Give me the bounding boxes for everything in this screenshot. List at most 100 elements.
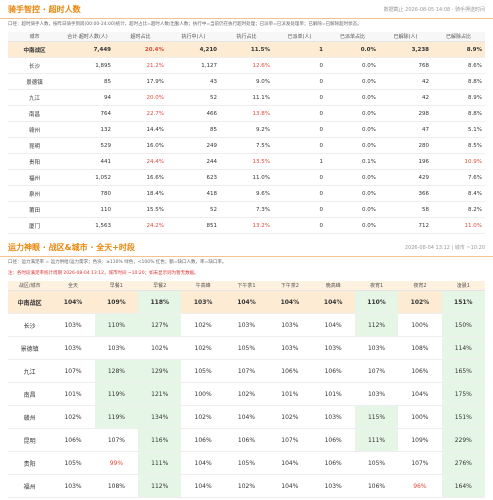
cell: 0.0% — [326, 137, 379, 154]
cell: 108% — [398, 336, 442, 360]
cell: 107% — [354, 359, 399, 383]
row: 九江 107% 128% 129% 105% 107% 106% 106% 107% 106% 16… — [8, 359, 485, 383]
city-cell: 厦门 — [8, 217, 61, 234]
cell: 0 — [273, 201, 326, 218]
cell: 9.0% — [220, 73, 273, 90]
column-header: 下午茶1 — [224, 281, 269, 291]
capacity-table: 战区/城市 全天 早餐1 早餐2 午高峰 下午茶1 下午茶2 晚高峰 夜宵1 夜宵2 凌晨1 中南战区… — [8, 281, 485, 498]
city-cell: 福州 — [8, 169, 61, 186]
cell: 0 — [273, 169, 326, 186]
cell: 8.9% — [432, 41, 485, 58]
cell: 0 — [273, 137, 326, 154]
cell: 101% — [268, 382, 312, 406]
cell: 99% — [94, 451, 139, 475]
column-header: 午高峰 — [181, 281, 225, 291]
cell: 107% — [398, 451, 442, 475]
cell: 0 — [273, 89, 326, 106]
cell: 42 — [379, 73, 432, 90]
cell: 106% — [181, 428, 225, 452]
note: 注：各时段满足率统计周期 2026-08-04 13:12，城市时间 ~10:2… — [8, 271, 199, 276]
cell: 244 — [167, 153, 220, 170]
cell: 106% — [51, 428, 95, 452]
cell: 196 — [379, 153, 432, 170]
cell: 100% — [398, 313, 442, 337]
cell: 103% — [354, 382, 399, 406]
city-cell: 莆田 — [8, 201, 61, 218]
cell: 280 — [379, 137, 432, 154]
cell: 109% — [398, 428, 442, 452]
cell: 1,563 — [61, 217, 114, 234]
cell: 42 — [379, 89, 432, 106]
cell: 103% — [311, 336, 355, 360]
cell: 102% — [51, 405, 95, 429]
column-header: 执行占比 — [220, 32, 273, 42]
note: 口径：运力满足率 = 运力供给/运力需求；色块：≥110% 绿色，<100% 红… — [8, 260, 227, 265]
row: 景德镇 85 17.9% 43 9.0% 0 0.0% 42 8.8% — [8, 73, 485, 90]
cell: 249 — [167, 137, 220, 154]
cell: 529 — [61, 137, 114, 154]
cell: 12.6% — [220, 57, 273, 74]
cell: 103% — [354, 336, 399, 360]
cell: 20.4% — [114, 41, 167, 58]
cell: 164% — [441, 474, 485, 498]
cell: 104% — [224, 405, 269, 429]
cell: 7.6% — [432, 169, 485, 186]
column-header: 夜宵2 — [398, 281, 442, 291]
column-header: 夜宵1 — [354, 281, 399, 291]
cell: 0.0% — [326, 89, 379, 106]
city-cell: 九江 — [8, 89, 61, 106]
cell: 8.5% — [432, 137, 485, 154]
cell: 132 — [61, 121, 114, 138]
cell: 102% — [398, 290, 442, 314]
cell: 0.0% — [326, 169, 379, 186]
cell: 8.4% — [432, 185, 485, 202]
note: 口径：超时骑手人数，按昨日骑手到岗(00:00-24:00)统计，超时占比=超时… — [8, 22, 362, 27]
cell: 17.9% — [114, 73, 167, 90]
cell: 109% — [94, 290, 139, 314]
cell: 115% — [354, 405, 399, 429]
cell: 100% — [398, 405, 442, 429]
cell: 103% — [51, 474, 95, 498]
row: 莆田 110 15.5% 52 7.3% 0 0.0% 58 8.2% — [8, 201, 485, 218]
cell: 105% — [224, 336, 269, 360]
cell: 13.5% — [220, 153, 273, 170]
city-cell: 贵阳 — [8, 451, 52, 475]
cell: 0 — [273, 57, 326, 74]
cell: 104% — [224, 290, 269, 314]
cell: 104% — [268, 290, 312, 314]
cell: 429 — [379, 169, 432, 186]
cell: 104% — [51, 290, 95, 314]
cell: 11.0% — [220, 169, 273, 186]
cell: 104% — [181, 474, 225, 498]
meta: 2026-08-04 13:12 | 城市 ~10:20 — [404, 244, 485, 251]
city-cell: 泉州 — [8, 185, 61, 202]
cell: 102% — [224, 474, 269, 498]
cell: 121% — [138, 382, 182, 406]
cell: 0.1% — [326, 153, 379, 170]
cell: 101% — [51, 382, 95, 406]
row: 福州 103% 108% 112% 104% 102% 104% 103% 106% 96% 164… — [8, 474, 485, 498]
cell: 106% — [311, 359, 355, 383]
cell: 24.2% — [114, 217, 167, 234]
city-cell: 中南战区 — [8, 290, 52, 314]
column-header: 下午茶2 — [268, 281, 312, 291]
column-header: 合计·超时人数(人) — [61, 32, 114, 42]
cell: 85 — [61, 73, 114, 90]
cell: 8.9% — [432, 89, 485, 106]
column-header: 全天 — [51, 281, 95, 291]
cell: 103% — [311, 474, 355, 498]
cell: 85 — [167, 121, 220, 138]
cell: 129% — [138, 359, 182, 383]
cell: 0 — [273, 185, 326, 202]
cell: 103% — [181, 290, 225, 314]
cell: 127% — [138, 313, 182, 337]
cell: 4,210 — [167, 41, 220, 58]
row: 中南战区 7,449 20.4% 4,210 11.5% 1 0.0% 3,238 8.9% — [8, 41, 485, 58]
cell: 107% — [268, 428, 312, 452]
column-header: 超时占比 — [114, 32, 167, 42]
cell: 418 — [167, 185, 220, 202]
cell: 110% — [354, 290, 399, 314]
cell: 96% — [398, 474, 442, 498]
cell: 43 — [167, 73, 220, 90]
